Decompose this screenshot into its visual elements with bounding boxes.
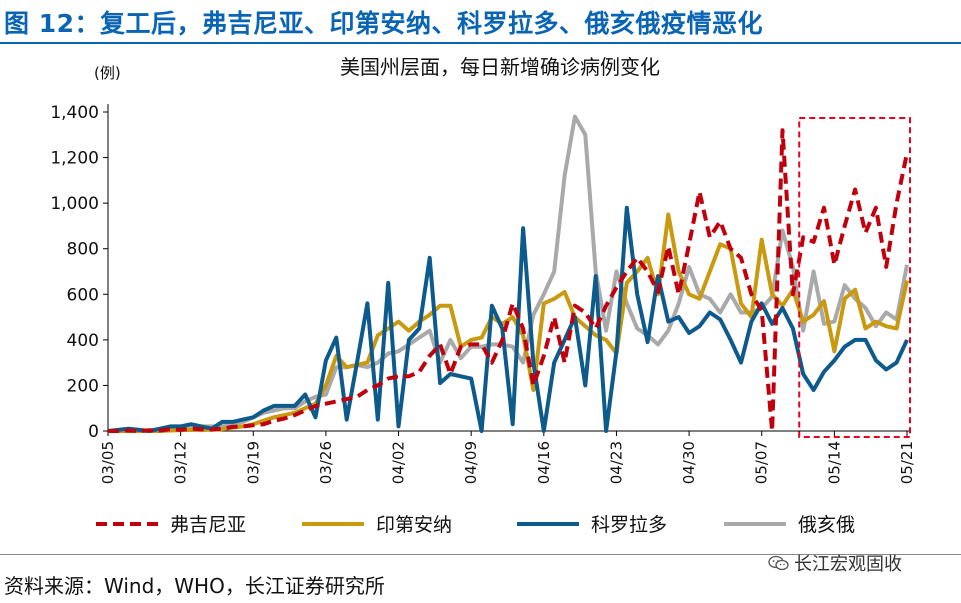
y-tick-label: 0 [88,422,99,442]
series-layer [107,114,909,433]
line-chart: 美国州层面，每日新增确诊病例变化 (例) 0 200 400 600 800 1,000 1… [50,55,916,536]
chart-container: 美国州层面，每日新增确诊病例变化 (例) 0 200 400 600 800 1,000 1… [0,44,961,554]
x-tick-label: 05/21 [898,441,916,484]
legend-label: 印第安纳 [376,514,452,536]
figure-title: 图 12：复工后，弗吉尼亚、印第安纳、科罗拉多、俄亥俄疫情恶化 [4,9,763,38]
y-tick-label: 1,400 [50,103,99,123]
x-tick-label: 05/07 [753,441,771,484]
legend: 弗吉尼亚 印第安纳 科罗拉多 俄亥俄 [96,514,855,536]
x-tick-label: 03/19 [244,441,262,484]
watermark-text: 长江宏观固收 [794,554,902,575]
series-line-2 [107,205,909,433]
chart-title: 美国州层面，每日新增确诊病例变化 [340,55,660,79]
watermark: 长江宏观固收 [768,550,902,576]
highlight-box [798,117,911,438]
figure-header: 图 12：复工后，弗吉尼亚、印第安纳、科罗拉多、俄亥俄疫情恶化 [0,0,961,44]
y-tick-label: 200 [67,376,99,396]
x-tick-label: 03/05 [99,441,117,484]
y-axis-unit-label: (例) [94,64,121,82]
x-tick-label: 03/12 [172,441,190,484]
wechat-icon [768,555,789,571]
source-note: 资料来源：Wind，WHO，长江证券研究所 [4,574,385,598]
footer-divider [0,554,961,555]
x-tick-label: 04/02 [390,441,408,484]
axes: 0 200 400 600 800 1,000 1,200 1,400 03/05 03/12 03… [50,103,916,484]
y-tick-label: 400 [67,331,99,351]
x-tick-label: 04/16 [535,441,553,484]
y-tick-label: 1,200 [50,149,99,169]
highlight-layer [798,117,911,438]
legend-label: 俄亥俄 [798,514,855,536]
x-tick-label: 04/23 [607,441,625,484]
series-line-3 [108,114,909,433]
header-divider [0,42,961,44]
y-tick-label: 800 [67,240,99,260]
y-tick-label: 1,000 [50,194,99,214]
y-tick-label: 600 [67,285,99,305]
x-tick-label: 03/26 [317,441,335,484]
series-line-1 [108,212,909,433]
x-tick-label: 05/14 [825,441,843,484]
x-tick-label: 04/09 [462,441,480,484]
legend-label: 科罗拉多 [591,514,667,536]
legend-label: 弗吉尼亚 [170,514,246,536]
x-tick-label: 04/30 [680,441,698,484]
series-line-0 [108,128,909,433]
